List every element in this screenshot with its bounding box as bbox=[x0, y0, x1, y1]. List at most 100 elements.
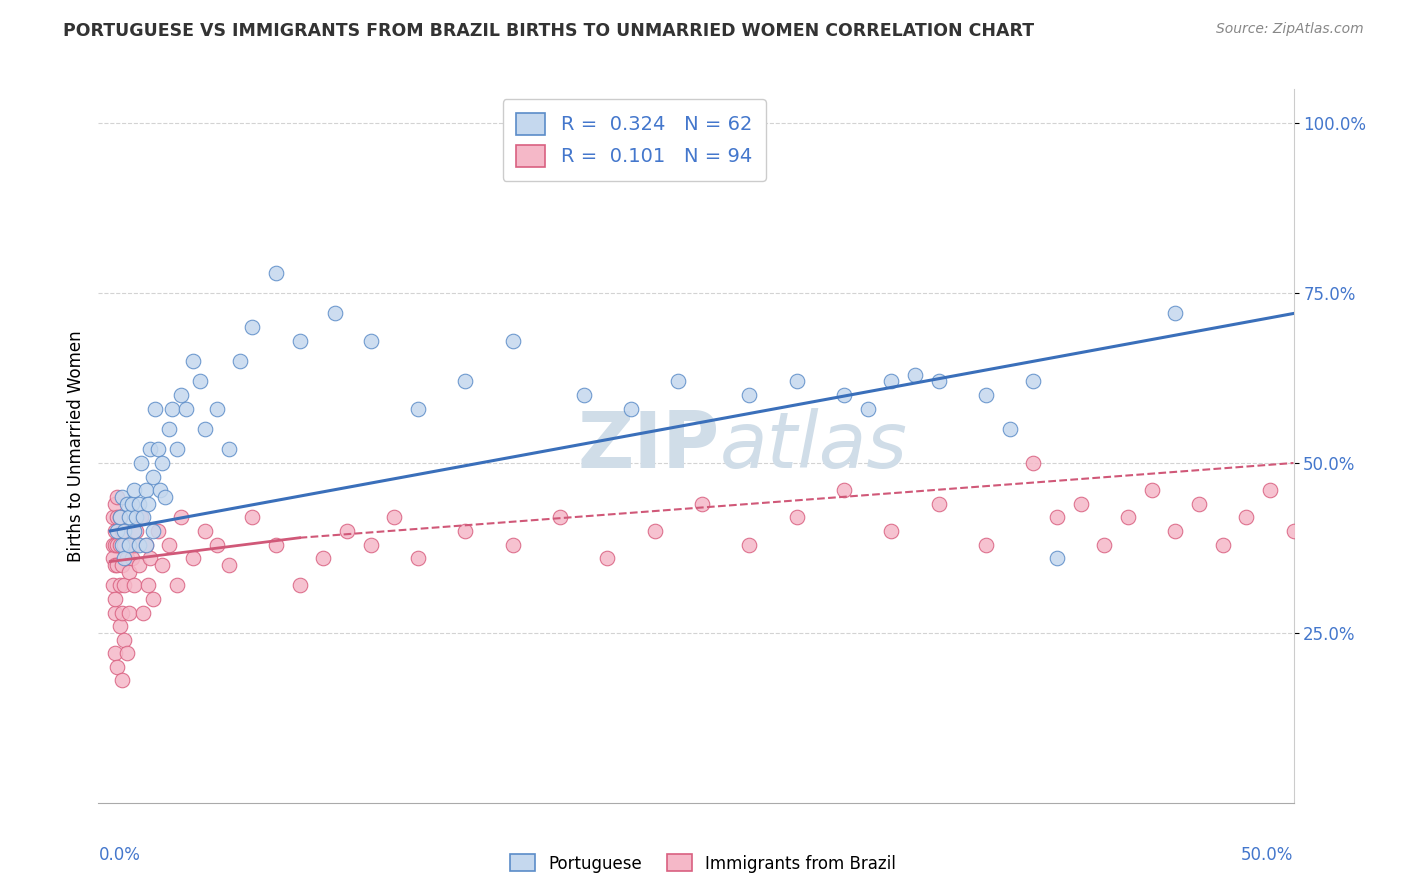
Point bbox=[336, 524, 359, 538]
Point bbox=[105, 524, 128, 538]
Point bbox=[998, 422, 1021, 436]
Point bbox=[105, 510, 128, 524]
Point bbox=[104, 591, 127, 606]
Point bbox=[1330, 537, 1353, 551]
Point bbox=[974, 388, 997, 402]
Point bbox=[146, 442, 169, 457]
Point bbox=[114, 524, 136, 538]
Point bbox=[111, 490, 134, 504]
Point bbox=[108, 578, 131, 592]
Point bbox=[1234, 510, 1257, 524]
Point bbox=[125, 510, 148, 524]
Point bbox=[142, 591, 165, 606]
Point bbox=[181, 354, 204, 368]
Legend: R =  0.324   N = 62, R =  0.101   N = 94: R = 0.324 N = 62, R = 0.101 N = 94 bbox=[502, 99, 766, 181]
Point bbox=[1022, 375, 1045, 389]
Point bbox=[1046, 510, 1069, 524]
Point bbox=[118, 510, 141, 524]
Point bbox=[111, 606, 134, 620]
Point bbox=[323, 306, 346, 320]
Point bbox=[1046, 551, 1069, 566]
Point bbox=[166, 578, 188, 592]
Point bbox=[104, 606, 127, 620]
Point bbox=[454, 375, 477, 389]
Point bbox=[666, 375, 689, 389]
Point bbox=[229, 354, 252, 368]
Point bbox=[786, 510, 808, 524]
Point bbox=[105, 558, 128, 572]
Point bbox=[115, 551, 138, 566]
Point bbox=[136, 497, 159, 511]
Point bbox=[160, 401, 183, 416]
Point bbox=[974, 537, 997, 551]
Point bbox=[101, 537, 124, 551]
Point bbox=[264, 266, 287, 280]
Point bbox=[128, 537, 150, 551]
Point bbox=[502, 537, 524, 551]
Point bbox=[105, 537, 128, 551]
Point bbox=[904, 368, 927, 382]
Point bbox=[129, 510, 152, 524]
Point bbox=[115, 646, 138, 660]
Point bbox=[139, 442, 162, 457]
Point bbox=[312, 551, 335, 566]
Point bbox=[240, 320, 263, 334]
Point bbox=[104, 524, 127, 538]
Point bbox=[1212, 537, 1234, 551]
Point bbox=[1092, 537, 1115, 551]
Point bbox=[1188, 497, 1211, 511]
Point bbox=[157, 422, 180, 436]
Point bbox=[128, 558, 150, 572]
Point bbox=[502, 334, 524, 348]
Point bbox=[104, 497, 127, 511]
Point bbox=[382, 510, 405, 524]
Point bbox=[105, 660, 128, 674]
Point bbox=[142, 524, 165, 538]
Point bbox=[166, 442, 188, 457]
Point bbox=[880, 524, 903, 538]
Point bbox=[360, 537, 382, 551]
Point bbox=[111, 524, 134, 538]
Point bbox=[104, 646, 127, 660]
Point bbox=[406, 401, 429, 416]
Point bbox=[122, 578, 145, 592]
Point bbox=[114, 551, 136, 566]
Point bbox=[150, 558, 173, 572]
Point bbox=[264, 537, 287, 551]
Point bbox=[832, 388, 855, 402]
Point bbox=[108, 619, 131, 633]
Point bbox=[122, 524, 145, 538]
Point bbox=[174, 401, 197, 416]
Point bbox=[288, 334, 311, 348]
Text: atlas: atlas bbox=[720, 408, 908, 484]
Point bbox=[125, 524, 148, 538]
Point bbox=[194, 524, 217, 538]
Point bbox=[454, 524, 477, 538]
Point bbox=[157, 537, 180, 551]
Point bbox=[105, 490, 128, 504]
Point bbox=[111, 537, 134, 551]
Point bbox=[170, 510, 193, 524]
Point bbox=[135, 537, 157, 551]
Point bbox=[1116, 510, 1139, 524]
Point bbox=[104, 537, 127, 551]
Point bbox=[1400, 524, 1406, 538]
Point bbox=[170, 388, 193, 402]
Point bbox=[1070, 497, 1092, 511]
Y-axis label: Births to Unmarried Women: Births to Unmarried Women bbox=[66, 330, 84, 562]
Point bbox=[135, 537, 157, 551]
Text: Source: ZipAtlas.com: Source: ZipAtlas.com bbox=[1216, 22, 1364, 37]
Point bbox=[118, 565, 141, 579]
Point bbox=[572, 388, 595, 402]
Point bbox=[146, 524, 169, 538]
Point bbox=[114, 578, 136, 592]
Point bbox=[548, 510, 571, 524]
Point bbox=[132, 510, 155, 524]
Point bbox=[194, 422, 217, 436]
Point bbox=[218, 442, 240, 457]
Point bbox=[149, 483, 172, 498]
Point bbox=[856, 401, 879, 416]
Point bbox=[690, 497, 713, 511]
Point bbox=[143, 401, 166, 416]
Point bbox=[1140, 483, 1163, 498]
